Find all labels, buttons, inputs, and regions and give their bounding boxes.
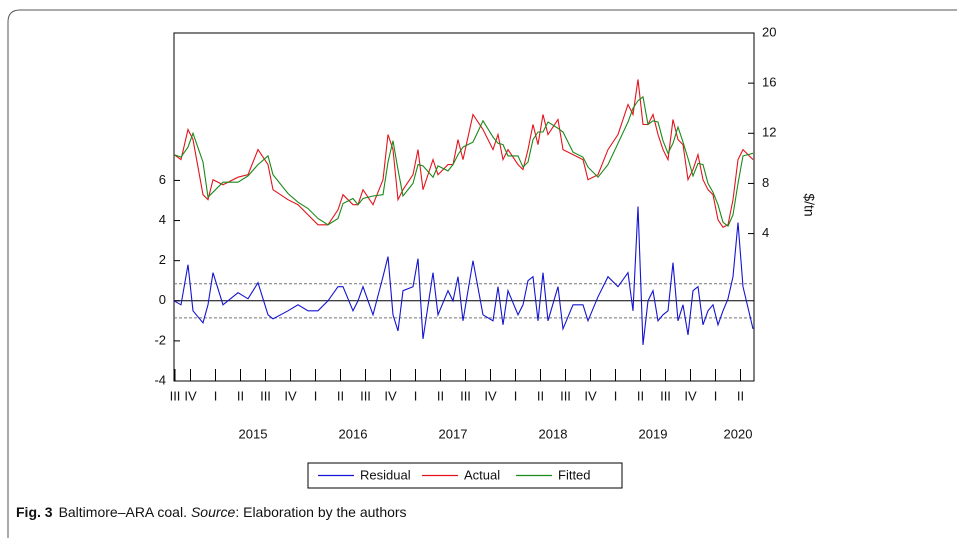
x-tick-label: II — [337, 388, 344, 403]
legend-label: Residual — [360, 467, 411, 482]
y-tick-label: -2 — [154, 332, 166, 347]
card-border — [7, 9, 957, 538]
x-tick-label: IV — [584, 388, 597, 403]
x-tick-label: III — [360, 388, 371, 403]
x-tick-label: I — [214, 388, 218, 403]
y2-tick-label: 16 — [762, 75, 776, 90]
series-line — [173, 206, 754, 345]
x-tick-label: I — [614, 388, 618, 403]
year-label: 2017 — [439, 426, 468, 441]
x-tick-label: IV — [184, 388, 197, 403]
caption-rest: : Elaboration by the authors — [235, 504, 406, 520]
caption-source: Source — [191, 504, 236, 520]
y2-tick-label: 20 — [762, 24, 776, 39]
x-tick-label: IV — [384, 388, 397, 403]
x-tick-label: II — [737, 388, 744, 403]
caption-text: Baltimore–ARA coal. — [59, 504, 187, 520]
x-tick-label: II — [437, 388, 444, 403]
series-line — [173, 95, 754, 227]
caption-label: Fig. 3 — [16, 504, 53, 520]
series-line — [173, 79, 754, 229]
year-label: 2015 — [239, 426, 268, 441]
right-axis-label: $/tn — [801, 193, 817, 216]
x-tick-label: I — [514, 388, 518, 403]
x-tick-label: I — [314, 388, 318, 403]
year-label: 2019 — [639, 426, 668, 441]
y-tick-label: 2 — [159, 252, 166, 267]
legend-label: Fitted — [558, 467, 591, 482]
x-tick-label: III — [660, 388, 671, 403]
y-tick-label: 0 — [159, 292, 166, 307]
x-tick-label: IV — [284, 388, 297, 403]
caption: Fig. 3 Baltimore–ARA coal. Source: Elabora… — [16, 504, 407, 520]
y-tick-label: 4 — [159, 212, 166, 227]
legend-box — [307, 462, 623, 489]
x-tick-label: II — [537, 388, 544, 403]
x-tick-label: IV — [484, 388, 497, 403]
y2-tick-label: 4 — [762, 225, 769, 240]
x-tick-label: III — [170, 388, 181, 403]
year-label: 2016 — [339, 426, 368, 441]
y-tick-label: -4 — [154, 372, 166, 387]
y-tick-label: 6 — [159, 172, 166, 187]
x-tick-label: II — [637, 388, 644, 403]
y2-tick-label: 12 — [762, 125, 776, 140]
year-label: 2020 — [724, 426, 753, 441]
x-tick-label: III — [260, 388, 271, 403]
y2-tick-label: 8 — [762, 175, 769, 190]
plot-frame — [173, 32, 755, 382]
x-tick-label: I — [414, 388, 418, 403]
x-tick-label: IV — [684, 388, 697, 403]
x-tick-label: II — [237, 388, 244, 403]
x-tick-label: III — [560, 388, 571, 403]
legend-label: Actual — [464, 467, 500, 482]
year-label: 2018 — [539, 426, 568, 441]
x-tick-label: III — [460, 388, 471, 403]
x-tick-label: I — [714, 388, 718, 403]
